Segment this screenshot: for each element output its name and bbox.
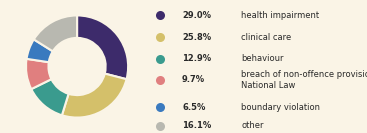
Text: 12.9%: 12.9%	[182, 54, 211, 63]
Text: health impairment: health impairment	[241, 11, 320, 20]
Wedge shape	[31, 79, 69, 115]
Text: 25.8%: 25.8%	[182, 33, 211, 42]
Wedge shape	[62, 74, 127, 118]
Wedge shape	[26, 59, 51, 89]
Text: 29.0%: 29.0%	[182, 11, 211, 20]
Text: behaviour: behaviour	[241, 54, 284, 63]
Text: 16.1%: 16.1%	[182, 121, 211, 130]
Wedge shape	[77, 15, 128, 79]
Text: clinical care: clinical care	[241, 33, 292, 42]
Text: 6.5%: 6.5%	[182, 103, 206, 112]
Text: 9.7%: 9.7%	[182, 75, 205, 84]
Text: breach of non-offence provision –
National Law: breach of non-offence provision – Nation…	[241, 70, 367, 90]
Wedge shape	[34, 15, 77, 51]
Wedge shape	[26, 39, 53, 62]
Text: other: other	[241, 121, 264, 130]
Text: boundary violation: boundary violation	[241, 103, 320, 112]
